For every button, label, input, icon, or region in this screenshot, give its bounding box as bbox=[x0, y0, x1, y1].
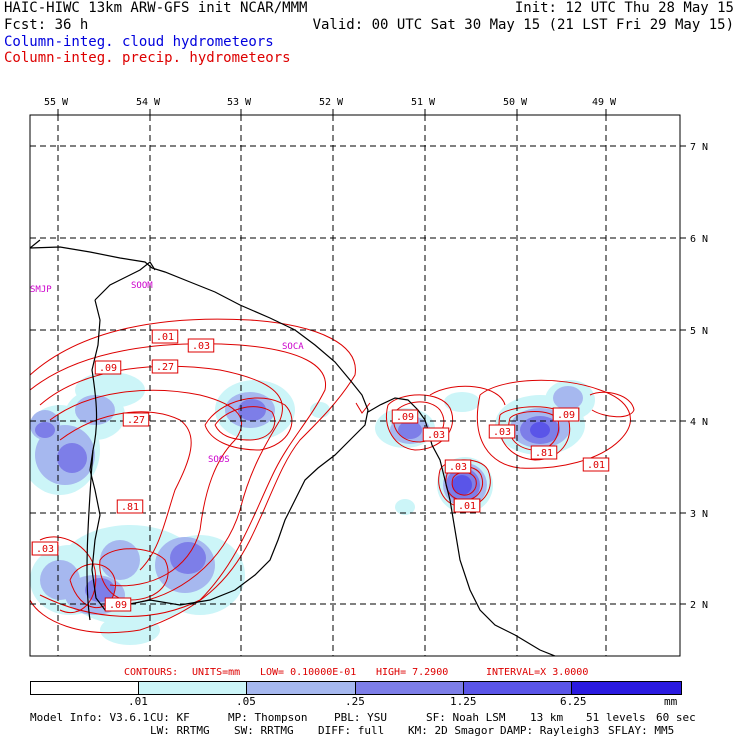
contour-label-box bbox=[488, 424, 516, 439]
model-info: LW: RRTMG bbox=[150, 724, 210, 737]
contour-label: .81 bbox=[535, 448, 553, 459]
model-info: SW: RRTMG bbox=[234, 724, 294, 737]
model-info: KM: 2D Smagor bbox=[408, 724, 495, 737]
contour-label-box bbox=[94, 360, 122, 375]
contour-label: .27 bbox=[127, 415, 145, 426]
model-info: 13 km bbox=[530, 711, 564, 724]
contour-label-box bbox=[582, 457, 610, 472]
colorbar-bin bbox=[31, 682, 139, 694]
station-label: SMJP bbox=[30, 285, 52, 295]
colorbar bbox=[30, 681, 682, 695]
colorbar-tick: .05 bbox=[236, 695, 256, 708]
model-info: SFLAY: MM5 bbox=[608, 724, 675, 737]
contour-label-box bbox=[31, 541, 59, 556]
contour-label: .03 bbox=[36, 544, 54, 555]
contour-label-box bbox=[151, 359, 179, 374]
contour-label: .03 bbox=[427, 430, 445, 441]
model-info: SF: Noah LSM bbox=[426, 711, 506, 724]
contour-low: LOW= 0.10000E-01 bbox=[260, 667, 357, 678]
legend-precip: Column-integ. precip. hydrometeors bbox=[4, 50, 291, 66]
axis-ticks bbox=[57, 109, 686, 605]
station-label: SOOS bbox=[208, 455, 230, 465]
lat-label: 4 N bbox=[690, 417, 708, 428]
colorbar-bin bbox=[354, 682, 463, 694]
model-info: MP: Thompson bbox=[228, 711, 308, 724]
contour-label-box bbox=[552, 407, 580, 422]
contour-label-box bbox=[187, 338, 215, 353]
lon-label: 54 W bbox=[136, 97, 161, 108]
contour-label: .09 bbox=[99, 363, 117, 374]
contour-label: .01 bbox=[156, 332, 174, 343]
lat-label: 2 N bbox=[690, 600, 708, 611]
colorbar-unit: mm bbox=[664, 695, 678, 708]
legend-cloud: Column-integ. cloud hydrometeors bbox=[4, 34, 274, 50]
lat-label: 7 N bbox=[690, 142, 708, 153]
model-info: 51 levels bbox=[586, 711, 646, 724]
lat-label: 5 N bbox=[690, 326, 708, 337]
lon-label: 50 W bbox=[503, 97, 528, 108]
map-frame bbox=[29, 114, 681, 657]
colorbar-bin bbox=[246, 682, 355, 694]
contour-label: .01 bbox=[458, 501, 476, 512]
model-info: CU: KF bbox=[150, 711, 190, 724]
model-info: Model Info: V3.6.1 bbox=[30, 711, 150, 724]
station-label: SOCA bbox=[282, 342, 304, 352]
lon-label: 49 W bbox=[592, 97, 617, 108]
header-title: HAIC-HIWC 13km ARW-GFS init NCAR/MMM bbox=[4, 0, 308, 16]
colorbar-bin bbox=[570, 682, 682, 694]
contour-label: .03 bbox=[493, 427, 511, 438]
model-info: DAMP: Rayleigh3 bbox=[500, 724, 600, 737]
lat-label: 3 N bbox=[690, 509, 708, 520]
contour-label-box bbox=[151, 329, 179, 344]
contour-info-label: CONTOURS: bbox=[124, 667, 179, 678]
contour-label: .09 bbox=[396, 412, 414, 423]
colorbar-tick: .25 bbox=[345, 695, 365, 708]
model-info: DIFF: full bbox=[318, 724, 385, 737]
contour-label-box bbox=[444, 459, 472, 474]
contour-label-box bbox=[122, 412, 150, 427]
contour-label-box bbox=[422, 427, 450, 442]
model-info: 60 sec bbox=[656, 711, 696, 724]
contour-label: .03 bbox=[449, 462, 467, 473]
contour-label-box bbox=[391, 409, 419, 424]
contour-label-box bbox=[530, 445, 558, 460]
colorbar-tick: 6.25 bbox=[560, 695, 587, 708]
contour-high: HIGH= 7.2900 bbox=[376, 667, 449, 678]
lon-label: 52 W bbox=[319, 97, 344, 108]
contour-label-box bbox=[116, 499, 144, 514]
lon-label: 51 W bbox=[411, 97, 436, 108]
contour-label: .09 bbox=[109, 600, 127, 611]
forecast-hour: Fcst: 36 h bbox=[4, 17, 89, 33]
contour-units: UNITS=mm bbox=[192, 667, 241, 678]
contour-label: .09 bbox=[557, 410, 575, 421]
colorbar-bin bbox=[138, 682, 247, 694]
colorbar-tick: .01 bbox=[128, 695, 148, 708]
contour-label: .27 bbox=[156, 362, 174, 373]
precip-contours bbox=[30, 318, 635, 634]
contour-label: .03 bbox=[192, 341, 210, 352]
colorbar-bin bbox=[462, 682, 571, 694]
init-time: Init: 12 UTC Thu 28 May 15 bbox=[514, 0, 734, 16]
contour-label-box bbox=[453, 498, 481, 513]
colorbar-tick: 1.25 bbox=[450, 695, 477, 708]
station-label: SOOM bbox=[131, 281, 153, 291]
contour-label-box bbox=[104, 597, 132, 612]
contour-interval: INTERVAL=X 3.0000 bbox=[486, 667, 589, 678]
model-info: PBL: YSU bbox=[334, 711, 387, 724]
lon-label: 55 W bbox=[44, 97, 69, 108]
lon-label: 53 W bbox=[227, 97, 252, 108]
contour-label: .01 bbox=[587, 460, 605, 471]
contour-label: .81 bbox=[121, 502, 139, 513]
valid-time: Valid: 00 UTC Sat 30 May 15 (21 LST Fri … bbox=[312, 17, 734, 33]
lat-label: 6 N bbox=[690, 234, 708, 245]
